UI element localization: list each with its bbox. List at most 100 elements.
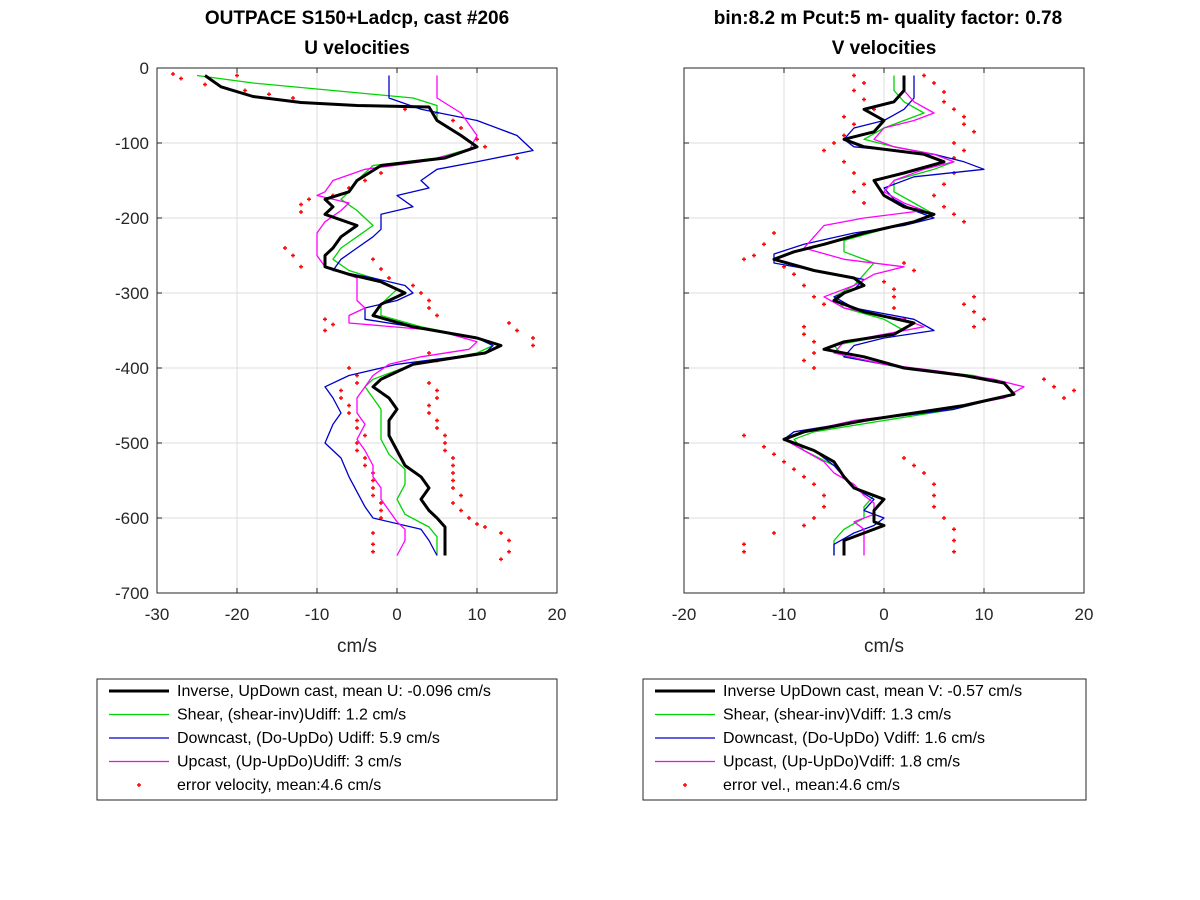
error-point — [882, 279, 886, 284]
error-point — [171, 72, 175, 76]
error-point — [762, 242, 766, 247]
error-point — [742, 542, 746, 547]
error-point — [932, 493, 936, 498]
error-point — [371, 478, 375, 483]
error-point — [435, 396, 439, 400]
error-point — [922, 73, 926, 78]
error-point — [267, 92, 271, 97]
error-point — [507, 549, 511, 554]
error-point — [203, 82, 207, 87]
error-point — [802, 523, 806, 528]
error-point — [762, 444, 766, 449]
error-point — [363, 178, 367, 183]
chart-subtitle: U velocities — [304, 38, 410, 59]
error-point — [435, 426, 439, 430]
error-point — [852, 189, 856, 194]
legend: Inverse, UpDown cast, mean U: -0.096 cm/… — [96, 678, 558, 801]
error-point — [419, 291, 423, 295]
error-point — [379, 501, 383, 505]
error-point — [862, 97, 866, 102]
u-velocity-panel: OUTPACE S150+Ladcp, cast #206 U velociti… — [96, 8, 567, 801]
error-point — [347, 411, 351, 415]
error-point — [1052, 384, 1056, 389]
y-tick-label: -200 — [115, 209, 149, 228]
legend-label: Upcast, (Up-UpDo)Udiff: 3 cm/s — [177, 754, 402, 771]
error-point — [435, 313, 439, 318]
error-point — [499, 531, 503, 535]
error-point — [443, 433, 447, 438]
x-tick-label: -20 — [672, 605, 697, 624]
error-point — [355, 381, 359, 385]
error-point — [892, 294, 896, 299]
error-point — [1072, 388, 1076, 393]
error-series — [171, 72, 535, 562]
error-point — [411, 283, 415, 288]
error-point — [323, 328, 327, 333]
error-point — [307, 197, 311, 202]
legend-box — [96, 678, 558, 801]
x-tick-label: 20 — [1075, 605, 1094, 624]
error-point — [371, 493, 375, 498]
series-line-1 — [196, 74, 494, 556]
y-tick-label: 0 — [140, 59, 149, 78]
error-point — [932, 504, 936, 509]
error-point — [852, 73, 856, 78]
legend-label: error vel., mean:4.6 cm/s — [723, 777, 900, 794]
error-point — [387, 276, 391, 280]
error-point — [323, 317, 327, 322]
error-point — [772, 531, 776, 535]
error-point — [347, 403, 351, 408]
chart-title: OUTPACE S150+Ladcp, cast #206 — [205, 8, 509, 29]
x-tick-label: 20 — [548, 605, 567, 624]
error-point — [812, 294, 816, 299]
error-point — [299, 210, 303, 214]
error-point — [459, 508, 463, 513]
error-point — [531, 336, 535, 340]
error-point — [892, 306, 896, 310]
error-point — [459, 493, 463, 498]
error-point — [822, 504, 826, 509]
error-point — [371, 486, 375, 490]
plot-area — [171, 72, 535, 562]
series-line-0 — [204, 74, 503, 556]
error-point — [235, 73, 239, 78]
y-tick-label: -300 — [115, 284, 149, 303]
error-point — [982, 317, 986, 322]
error-point — [962, 302, 966, 307]
legend: Inverse UpDown cast, mean V: -0.57 cm/s S… — [642, 678, 1087, 801]
x-tick-label: -20 — [225, 605, 250, 624]
error-point — [962, 122, 966, 127]
error-point — [802, 332, 806, 337]
legend-label: Shear, (shear-inv)Vdiff: 1.3 cm/s — [723, 707, 951, 724]
error-point — [942, 90, 946, 94]
series-line-3 — [316, 75, 478, 556]
x-axis-label: cm/s — [337, 636, 377, 657]
error-point — [499, 557, 503, 562]
error-point — [742, 549, 746, 554]
error-point — [283, 246, 287, 250]
error-point — [483, 525, 487, 529]
series-line-2 — [324, 75, 534, 556]
error-point — [772, 231, 776, 235]
error-point — [942, 99, 946, 104]
plot-area — [742, 73, 1076, 556]
legend-label: Inverse, UpDown cast, mean U: -0.096 cm/… — [177, 683, 491, 700]
error-point — [962, 148, 966, 153]
error-point — [299, 202, 303, 207]
error-point — [972, 129, 976, 134]
error-point — [355, 441, 359, 445]
x-tick-label: -10 — [772, 605, 797, 624]
error-point — [942, 182, 946, 187]
error-point — [742, 257, 746, 262]
y-tick-label: -500 — [115, 434, 149, 453]
error-point — [772, 452, 776, 457]
error-point — [912, 268, 916, 273]
error-point — [952, 549, 956, 554]
error-point — [427, 403, 431, 408]
error-point — [339, 388, 343, 393]
error-point — [371, 257, 375, 262]
error-point — [842, 159, 846, 164]
error-point — [1042, 377, 1046, 382]
x-tick-label: -30 — [145, 605, 170, 624]
